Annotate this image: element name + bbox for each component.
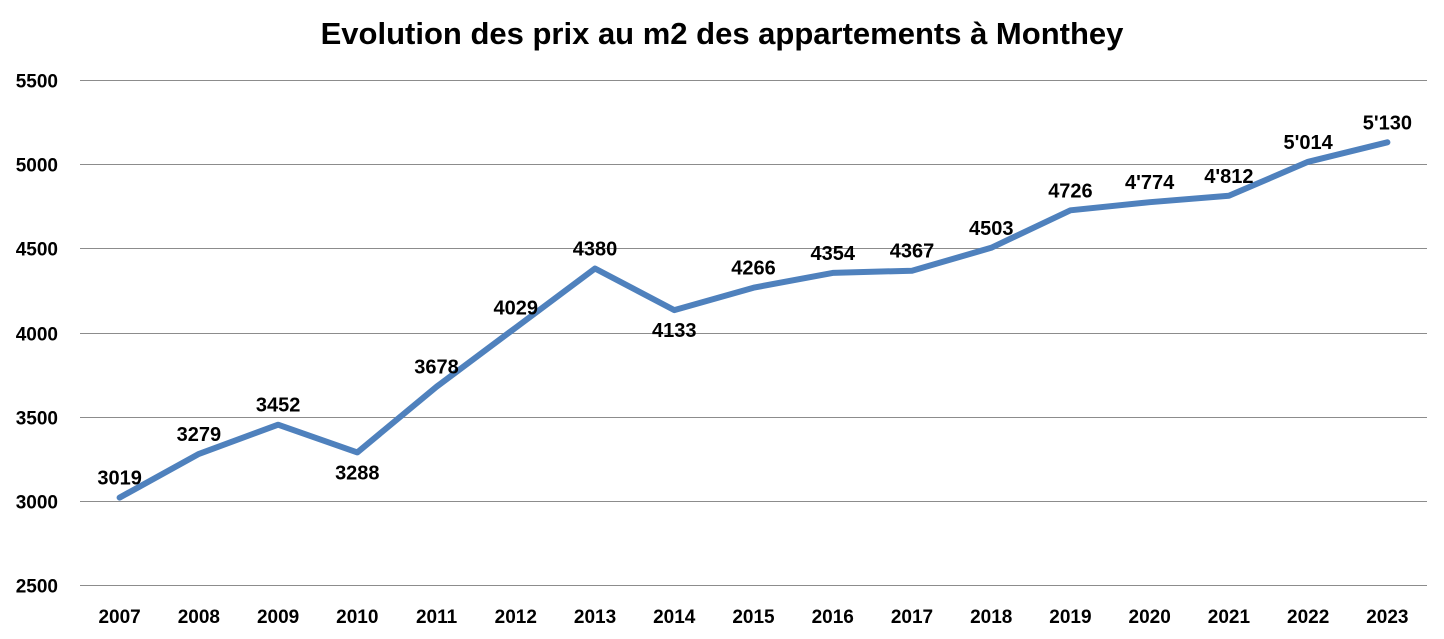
x-tick-label: 2013 bbox=[574, 607, 616, 628]
data-label: 3288 bbox=[335, 462, 380, 484]
x-tick-label: 2020 bbox=[1129, 607, 1171, 628]
data-label: 4266 bbox=[731, 258, 776, 280]
data-label: 4133 bbox=[652, 320, 697, 342]
x-tick-label: 2015 bbox=[732, 607, 775, 628]
data-label: 4'812 bbox=[1204, 166, 1253, 188]
x-tick-label: 2017 bbox=[891, 607, 933, 628]
x-tick-label: 2018 bbox=[970, 607, 1012, 628]
x-tick-label: 2022 bbox=[1287, 607, 1329, 628]
y-tick-label: 4500 bbox=[16, 240, 58, 261]
series-group bbox=[116, 139, 1391, 501]
y-axis-ticks: 2500 3000 3500 4000 4500 5000 5500 bbox=[16, 72, 58, 598]
y-tick-label: 3500 bbox=[16, 409, 58, 430]
y-tick-label: 2500 bbox=[16, 577, 58, 598]
x-tick-label: 2019 bbox=[1049, 607, 1091, 628]
x-tick-label: 2009 bbox=[257, 607, 299, 628]
y-tick-label: 3000 bbox=[16, 493, 58, 514]
data-label: 4'774 bbox=[1125, 172, 1175, 194]
data-label: 4367 bbox=[890, 241, 935, 263]
data-label: 3279 bbox=[177, 424, 222, 446]
x-tick-label: 2016 bbox=[812, 607, 854, 628]
y-tick-label: 4000 bbox=[16, 325, 58, 346]
data-label: 5'014 bbox=[1284, 132, 1334, 154]
y-tick-label: 5500 bbox=[16, 72, 58, 93]
data-label: 3452 bbox=[256, 395, 301, 417]
gridlines bbox=[80, 80, 1427, 586]
data-label: 4503 bbox=[969, 218, 1014, 240]
x-tick-label: 2012 bbox=[495, 607, 537, 628]
data-label: 4354 bbox=[810, 243, 855, 265]
series-line bbox=[116, 139, 1391, 501]
x-tick-label: 2021 bbox=[1208, 607, 1251, 628]
data-label: 4029 bbox=[494, 298, 539, 320]
x-axis-ticks: 2007 2008 2009 2010 2011 2012 2013 2014 2015 2016… bbox=[98, 607, 1408, 628]
data-labels: 3019 3279 3452 3288 3678 4029 4380 4133 4266 4354… bbox=[97, 112, 1412, 489]
y-tick-label: 5000 bbox=[16, 156, 58, 177]
x-tick-label: 2008 bbox=[178, 607, 220, 628]
x-tick-label: 2023 bbox=[1366, 607, 1408, 628]
data-label: 3019 bbox=[97, 468, 142, 490]
data-label: 3678 bbox=[414, 357, 459, 379]
chart-title: Evolution des prix au m2 des appartement… bbox=[321, 16, 1125, 51]
x-tick-label: 2010 bbox=[336, 607, 378, 628]
x-tick-label: 2007 bbox=[98, 607, 140, 628]
x-tick-label: 2011 bbox=[416, 607, 458, 628]
x-tick-label: 2014 bbox=[653, 607, 696, 628]
data-label: 5'130 bbox=[1363, 112, 1412, 134]
data-label: 4380 bbox=[573, 239, 618, 261]
data-label: 4726 bbox=[1048, 180, 1093, 202]
